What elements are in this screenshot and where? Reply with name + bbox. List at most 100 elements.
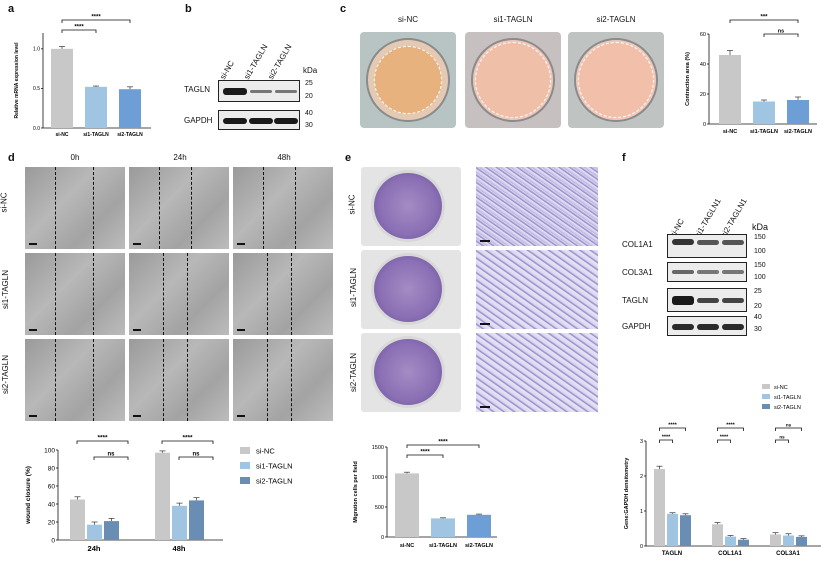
x-tick-label: 24h xyxy=(88,544,101,553)
blot-tagln xyxy=(218,80,300,102)
y-tick-label: 100 xyxy=(44,447,55,454)
sig-label: **** xyxy=(668,423,677,429)
scratch-edge-line xyxy=(187,339,188,421)
kda-marker: 30 xyxy=(754,326,762,333)
bar xyxy=(189,500,204,540)
sig-bracket xyxy=(659,427,686,431)
gel-image-si1 xyxy=(465,32,561,128)
y-tick-label: 500 xyxy=(375,505,384,511)
sig-label: **** xyxy=(726,423,735,429)
y-tick-label: 60 xyxy=(48,483,56,490)
lane-label: si2-TAGLN1 xyxy=(719,196,749,239)
chart-f: 0 1 2 3 Gene:GAPDH densitometry TAGLN COL1A1 CO… xyxy=(624,384,821,557)
scratch-edge-line xyxy=(295,167,296,249)
y-axis-label: wound closure (%) xyxy=(25,466,32,525)
x-tick-label: si1-TAGLN xyxy=(429,543,457,549)
sig-bracket xyxy=(161,440,214,444)
bar xyxy=(172,505,187,540)
y-tick-label: 40 xyxy=(48,501,56,508)
sig-bracket xyxy=(763,33,799,37)
x-tick-label: si2-TAGLN xyxy=(117,132,143,138)
lane-label: si-NC xyxy=(218,59,236,81)
x-tick-label: si-NC xyxy=(55,132,68,138)
sig-label: ns xyxy=(779,435,785,440)
gel-image-si2 xyxy=(568,32,664,128)
scale-bar xyxy=(133,415,141,417)
panel-label-b: b xyxy=(185,3,192,15)
scale-bar xyxy=(133,243,141,245)
kda-marker: 100 xyxy=(754,274,766,281)
y-tick-label: 0.0 xyxy=(33,126,40,132)
scratch-image xyxy=(233,167,333,249)
bar xyxy=(51,48,73,129)
x-tick-label: si-NC xyxy=(400,543,414,549)
bar xyxy=(155,452,170,540)
scale-bar xyxy=(237,243,245,245)
scratch-edge-line xyxy=(159,167,160,249)
y-tick-label: 80 xyxy=(48,465,56,472)
gel-title: si-NC xyxy=(398,15,418,24)
scratch-edge-line xyxy=(267,253,268,335)
legend-label: si1-TAGLN xyxy=(256,462,293,471)
bar xyxy=(719,55,741,124)
sig-bracket xyxy=(61,29,97,33)
sig-label: ns xyxy=(778,29,784,35)
kda-marker: 150 xyxy=(754,234,766,241)
bar xyxy=(680,515,691,546)
bar xyxy=(85,86,107,128)
sig-bracket xyxy=(93,456,129,460)
scale-bar xyxy=(480,323,490,325)
scratch-image xyxy=(129,253,229,335)
kda-marker: 20 xyxy=(754,303,762,310)
x-tick-label: si-NC xyxy=(723,129,737,135)
scratch-edge-line xyxy=(291,253,292,335)
blot-row-label: TAGLN xyxy=(622,296,649,305)
scale-bar xyxy=(480,240,490,242)
y-tick-label: 60 xyxy=(700,32,706,38)
panel-label-e: e xyxy=(345,152,352,164)
sig-label: *** xyxy=(760,15,768,21)
legend-swatch xyxy=(240,447,250,454)
sig-label: **** xyxy=(720,435,729,441)
y-tick-label: 0 xyxy=(703,122,706,128)
bar xyxy=(725,536,736,546)
gel-image-si-nc xyxy=(360,32,456,128)
sig-bracket xyxy=(729,19,799,23)
panel-label-c: c xyxy=(340,3,347,15)
blot-row-label: COL1A1 xyxy=(622,240,653,249)
lane-label: si2-TAGLN xyxy=(266,42,294,81)
sig-label: ns xyxy=(107,452,115,458)
y-tick-label: 40 xyxy=(700,62,706,68)
sig-label: **** xyxy=(97,435,108,442)
y-tick-label: 0.5 xyxy=(33,86,40,92)
time-label: 24h xyxy=(173,153,187,162)
scratch-edge-line xyxy=(93,253,94,335)
blot-tagln-f xyxy=(667,288,747,312)
legend-label: si2-TAGLN xyxy=(774,405,801,411)
x-tick-label: COL3A1 xyxy=(776,551,800,557)
scratch-edge-line xyxy=(267,339,268,421)
legend-swatch xyxy=(762,404,770,409)
bar xyxy=(787,100,809,124)
blot-row-label: TAGLN xyxy=(184,85,211,94)
x-tick-label: COL1A1 xyxy=(718,551,742,557)
legend-swatch xyxy=(240,477,250,484)
sig-bracket xyxy=(717,439,731,443)
bar xyxy=(395,473,419,537)
gel-title: si2-TAGLN xyxy=(596,15,636,24)
transwell-well-image xyxy=(361,250,461,329)
bar xyxy=(119,89,141,128)
sig-label: **** xyxy=(438,440,448,446)
scratch-image xyxy=(25,167,125,249)
sig-label: **** xyxy=(91,15,101,21)
transwell-micrograph xyxy=(476,250,598,329)
sig-bracket xyxy=(775,427,802,431)
kda-marker: 150 xyxy=(754,262,766,269)
transwell-micrograph xyxy=(476,167,598,246)
legend-label: si1-TAGLN xyxy=(774,395,801,401)
legend-swatch xyxy=(762,394,770,399)
sig-bracket xyxy=(406,454,444,458)
kda-marker: 25 xyxy=(754,288,762,295)
blot-row-label: GAPDH xyxy=(622,322,651,331)
blot-row-label: GAPDH xyxy=(184,116,213,125)
